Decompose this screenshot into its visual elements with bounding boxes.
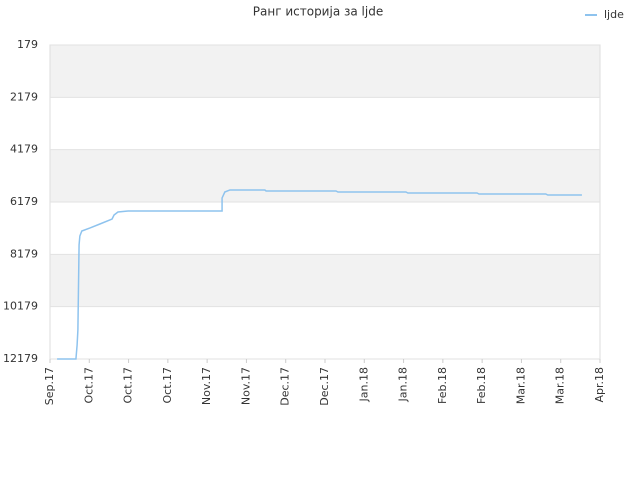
y-tick-label: 179 [17, 38, 38, 51]
x-tick-label: Jan.18 [397, 367, 410, 402]
y-tick-label: 2179 [10, 90, 38, 103]
line [57, 189, 582, 360]
x-tick-label: Mar.18 [554, 367, 567, 404]
x-tick-label: Dec.17 [318, 367, 331, 406]
x-tick-label: Oct.17 [161, 367, 174, 404]
x-tick-label: Oct.17 [82, 367, 95, 404]
x-tick-label: Jan.18 [357, 367, 370, 402]
y-tick-label: 6179 [10, 195, 38, 208]
legend-label: ljde [604, 8, 624, 21]
x-tick-label: Feb.18 [475, 367, 488, 404]
grid-band [50, 45, 600, 98]
y-tick-label: 4179 [10, 143, 38, 156]
x-tick-label: Apr.18 [593, 367, 606, 403]
x-tick-label: Nov.17 [200, 367, 213, 405]
x-tick-label: Oct.17 [122, 367, 135, 404]
y-tick-label: 8179 [10, 247, 38, 260]
x-tick-label: Nov.17 [239, 367, 252, 405]
y-tick-label: 10179 [3, 300, 38, 313]
x-tick-label: Sep.17 [43, 367, 56, 405]
chart-title: Ранг историја за ljde [253, 5, 383, 19]
x-tick-label: Mar.18 [514, 367, 527, 404]
x-tick-label: Feb.18 [436, 367, 449, 404]
x-tick-label: Dec.17 [279, 367, 292, 406]
grid-band [50, 254, 600, 307]
y-tick-label: 12179 [3, 352, 38, 365]
